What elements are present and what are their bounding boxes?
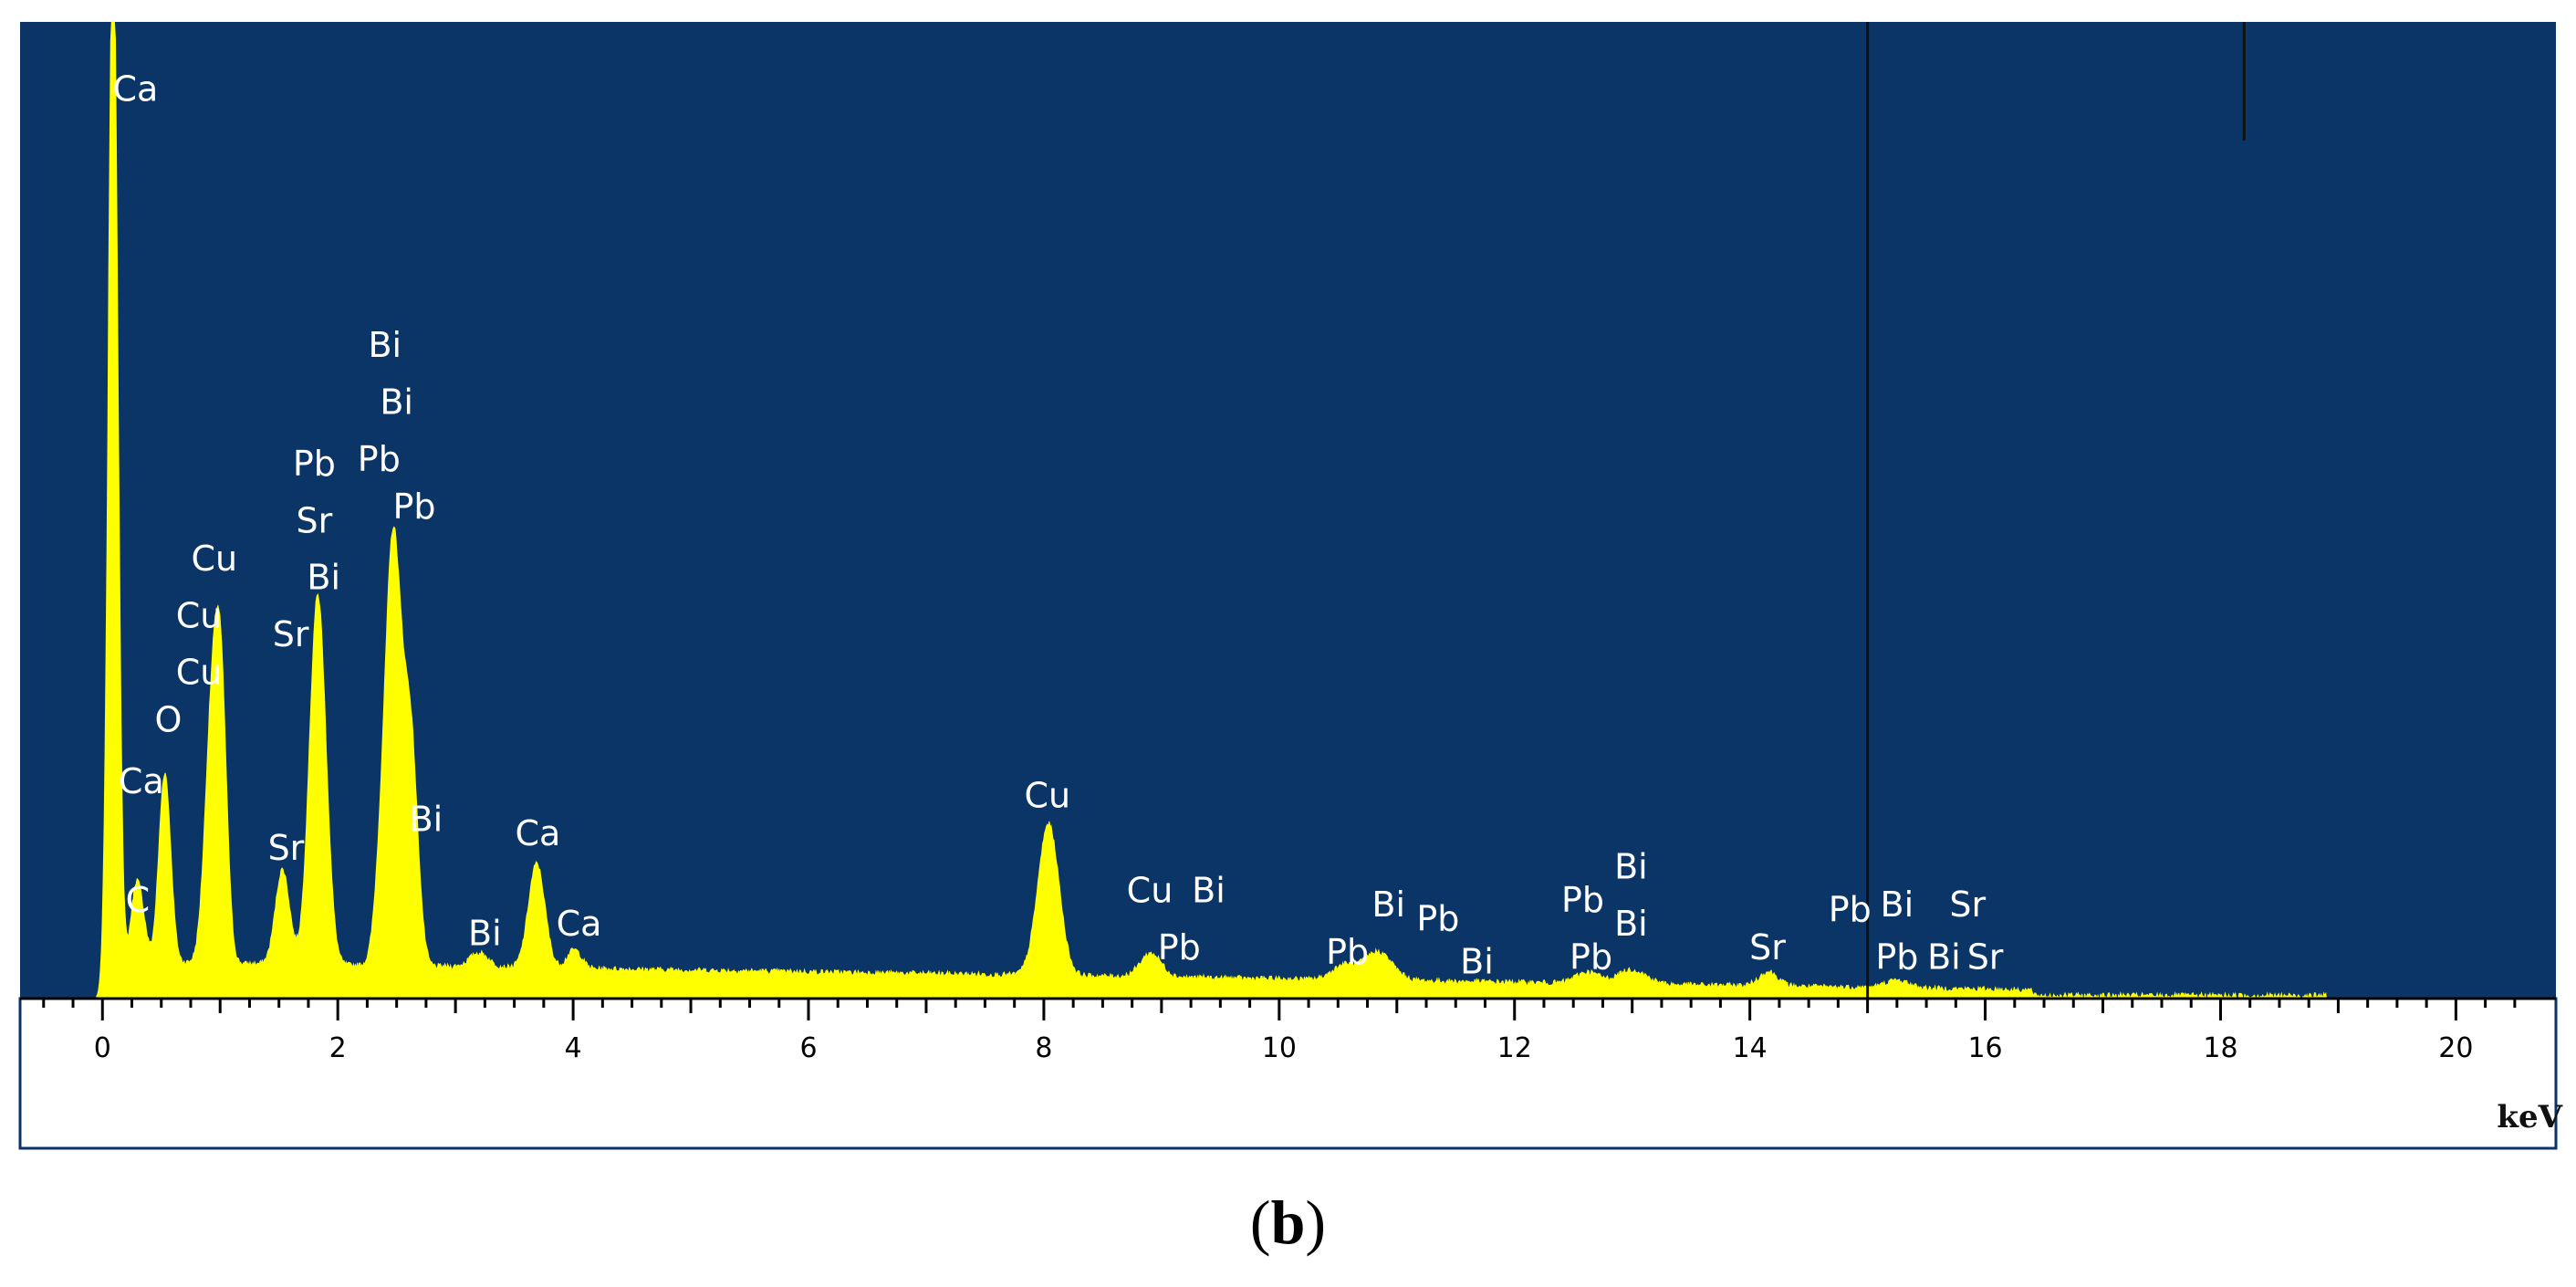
element-peak-label: Sr xyxy=(1949,884,1986,925)
spectrum-area xyxy=(96,21,2328,1000)
element-peak-label: Pb xyxy=(1326,932,1369,972)
element-peak-label: Bi xyxy=(468,913,502,953)
element-peak-label: Pb xyxy=(1570,936,1612,977)
panel-caption: (b) xyxy=(0,1187,2576,1259)
element-peak-label: Bi xyxy=(1371,884,1405,925)
element-peak-label: Sr xyxy=(273,614,309,654)
x-tick-label: 10 xyxy=(1262,1032,1297,1064)
x-tick-label: 18 xyxy=(2203,1032,2237,1064)
element-peak-label: Pb xyxy=(1416,899,1459,939)
x-tick-label: 0 xyxy=(94,1032,111,1064)
element-peak-label: Bi xyxy=(307,558,340,598)
x-tick-label: 2 xyxy=(329,1032,347,1064)
element-peak-label: O xyxy=(155,700,183,740)
x-tick-label: 14 xyxy=(1733,1032,1768,1064)
element-peak-label: Pb xyxy=(1158,927,1201,968)
element-peak-label: Bi xyxy=(410,800,443,840)
element-peak-label: Ca xyxy=(515,813,560,853)
element-peak-label: Cu xyxy=(176,653,223,693)
element-peak-label: Bi xyxy=(1881,884,1914,925)
element-peak-label: Sr xyxy=(1749,927,1786,968)
element-peak-label: Bi xyxy=(368,325,402,365)
x-axis-ticks: 0 2 4 6 8 10 12 14 16 18 20 xyxy=(20,997,2556,1064)
element-peak-label: Cu xyxy=(176,595,223,635)
element-peak-label: Bi xyxy=(1614,904,1648,944)
marker-lines xyxy=(1866,22,2246,999)
element-peak-label: Cu xyxy=(191,539,237,579)
element-peak-label: Bi xyxy=(1192,871,1225,911)
plot-background xyxy=(20,22,2556,999)
element-peak-label: Pb xyxy=(392,487,435,527)
element-peak-label: Sr xyxy=(268,828,305,868)
x-tick-label: 12 xyxy=(1497,1032,1532,1064)
x-tick-label: 8 xyxy=(1035,1032,1052,1064)
element-peak-label: Pb xyxy=(1561,880,1604,920)
element-peak-label: C xyxy=(126,880,151,920)
x-tick-label: 4 xyxy=(565,1032,582,1064)
x-tick-label: 16 xyxy=(1967,1032,2002,1064)
x-tick-label: 20 xyxy=(2438,1032,2473,1064)
element-peak-label: Bi xyxy=(380,382,413,423)
element-peak-label: Bi xyxy=(1614,847,1648,887)
caption-open-paren: ( xyxy=(1249,1188,1271,1257)
element-peak-label: Pb xyxy=(1829,889,1872,929)
axis-panel xyxy=(18,997,2558,1150)
element-peak-label: Bi xyxy=(1460,941,1494,981)
element-peak-label: Pb xyxy=(358,439,401,479)
element-peak-label: Ca xyxy=(557,904,602,944)
element-peak-label: Ca xyxy=(112,69,158,110)
element-peak-label: Cu xyxy=(1127,871,1173,911)
element-peak-label: Pb xyxy=(1875,936,1918,977)
x-tick-label: 6 xyxy=(799,1032,817,1064)
caption-close-paren: ) xyxy=(1305,1188,1327,1257)
element-peak-label: Ca xyxy=(119,761,164,801)
element-peak-label: Pb xyxy=(293,444,336,484)
element-peak-label: Bi xyxy=(1927,936,1961,977)
element-peak-label: Cu xyxy=(1024,776,1070,816)
element-peak-label: Sr xyxy=(1967,936,2004,977)
x-axis-unit-label: keV xyxy=(2497,1099,2562,1135)
element-peak-label: Sr xyxy=(297,500,333,540)
caption-letter: b xyxy=(1270,1188,1306,1257)
